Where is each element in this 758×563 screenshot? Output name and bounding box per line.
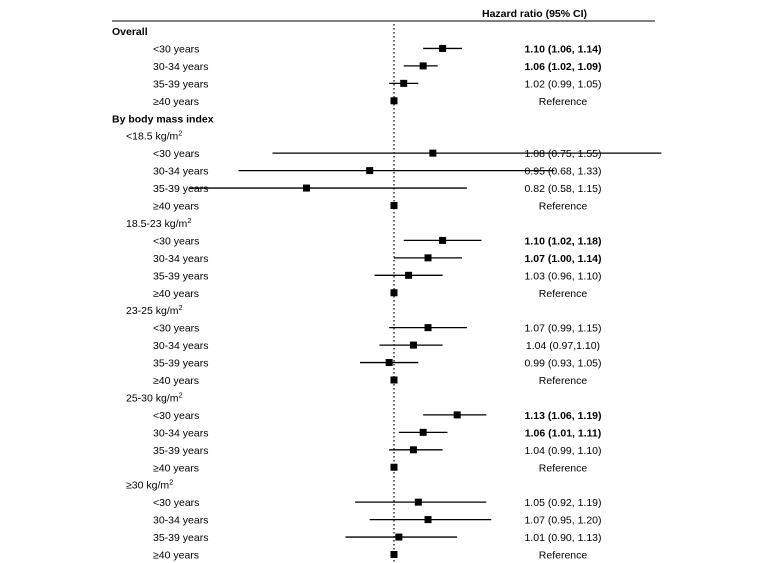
point-estimate-marker	[390, 202, 398, 209]
section-heading: Overall	[112, 26, 148, 38]
hazard-ratio-value: 1.10 (1.02, 1.18)	[524, 235, 601, 247]
age-group-label: 30-34 years	[153, 166, 208, 178]
age-group-label: <30 years	[153, 323, 199, 335]
hazard-ratio-value: Reference	[539, 201, 588, 213]
point-estimate-marker	[453, 411, 461, 419]
bmi-subgroup-label: ≥30 kg/m2	[126, 478, 173, 492]
hazard-ratio-value: 1.13 (1.06, 1.19)	[524, 410, 601, 422]
point-estimate-marker	[390, 551, 398, 558]
point-estimate-marker	[303, 184, 311, 192]
age-group-label: ≥40 years	[153, 201, 199, 213]
age-group-label: 35-39 years	[153, 183, 208, 195]
point-estimate-marker	[429, 149, 437, 157]
hazard-ratio-value: 1.04 (0.97,1.10)	[526, 340, 600, 352]
hazard-ratio-value: 1.01 (0.90, 1.13)	[524, 532, 601, 544]
age-group-label: ≥40 years	[153, 288, 199, 300]
age-group-label: <30 years	[153, 43, 199, 55]
bmi-subgroup-label: 25-30 kg/m2	[126, 390, 183, 404]
point-estimate-marker	[395, 533, 403, 541]
hazard-ratio-value: 1.07 (0.95, 1.20)	[524, 515, 601, 527]
age-group-label: 30-34 years	[153, 340, 208, 352]
point-estimate-marker	[390, 463, 398, 471]
forest-rows: Overall <30 years 1.10 (1.06, 1.14) 30-34 y…	[112, 26, 662, 562]
age-group-label: 30-34 years	[153, 427, 208, 439]
point-estimate-marker	[409, 446, 417, 454]
age-group-label: 30-34 years	[153, 515, 208, 527]
bmi-subgroup-label: 18.5-23 kg/m2	[126, 216, 191, 230]
age-group-label: 35-39 years	[153, 270, 208, 282]
age-group-label: 35-39 years	[153, 78, 208, 90]
point-estimate-marker	[366, 167, 374, 175]
point-estimate-marker	[419, 428, 427, 436]
hazard-ratio-value: 1.07 (1.00, 1.14)	[524, 253, 601, 265]
age-group-label: ≥40 years	[153, 375, 199, 387]
age-group-label: <30 years	[153, 497, 199, 509]
point-estimate-marker	[439, 44, 447, 52]
age-group-label: 35-39 years	[153, 445, 208, 457]
bmi-subgroup-label: <18.5 kg/m2	[126, 129, 182, 143]
age-group-label: 30-34 years	[153, 253, 208, 265]
age-group-label: <30 years	[153, 410, 199, 422]
age-group-label: 35-39 years	[153, 358, 208, 370]
bmi-subgroup-label: 23-25 kg/m2	[126, 303, 183, 317]
hazard-ratio-value: Reference	[539, 375, 588, 387]
age-group-label: ≥40 years	[153, 96, 199, 108]
point-estimate-marker	[424, 516, 432, 524]
point-estimate-marker	[419, 62, 427, 70]
hazard-ratio-value: 1.04 (0.99, 1.10)	[524, 445, 601, 457]
hazard-ratio-value: Reference	[539, 462, 588, 474]
point-estimate-marker	[405, 271, 413, 279]
point-estimate-marker	[390, 376, 398, 384]
hazard-ratio-value: 1.06 (1.01, 1.11)	[525, 427, 601, 439]
age-group-label: ≥40 years	[153, 550, 199, 562]
point-estimate-marker	[390, 97, 398, 105]
point-estimate-marker	[385, 359, 393, 367]
hazard-ratio-value: Reference	[539, 288, 588, 300]
hazard-ratio-value: 1.10 (1.06, 1.14)	[524, 43, 601, 55]
hazard-ratio-value: 1.06 (1.02, 1.09)	[524, 61, 601, 73]
hazard-ratio-value: 1.02 (0.99, 1.05)	[524, 78, 601, 90]
point-estimate-marker	[414, 498, 422, 506]
hazard-ratio-value: 0.82 (0.58, 1.15)	[524, 183, 601, 195]
point-estimate-marker	[390, 289, 398, 297]
hazard-ratio-value: 1.05 (0.92, 1.19)	[524, 497, 601, 509]
point-estimate-marker	[424, 254, 432, 262]
age-group-label: 30-34 years	[153, 61, 208, 73]
hazard-ratio-value: 1.07 (0.99, 1.15)	[524, 323, 601, 335]
hazard-ratio-header: Hazard ratio (95% CI)	[482, 8, 587, 20]
point-estimate-marker	[400, 79, 408, 87]
age-group-label: <30 years	[153, 148, 199, 160]
hazard-ratio-value: Reference	[539, 550, 588, 562]
point-estimate-marker	[439, 236, 447, 244]
hazard-ratio-value: Reference	[539, 96, 588, 108]
hazard-ratio-value: 0.95 (0.68, 1.33)	[524, 166, 601, 178]
section-heading: By body mass index	[112, 113, 214, 125]
age-group-label: <30 years	[153, 235, 199, 247]
hazard-ratio-value: 0.99 (0.93, 1.05)	[524, 358, 601, 370]
hazard-ratio-value: 1.08 (0.75, 1.55)	[524, 148, 601, 160]
age-group-label: ≥40 years	[153, 462, 199, 474]
age-group-label: 35-39 years	[153, 532, 208, 544]
point-estimate-marker	[409, 341, 417, 349]
point-estimate-marker	[424, 324, 432, 332]
hazard-ratio-value: 1.03 (0.96, 1.10)	[524, 270, 601, 282]
